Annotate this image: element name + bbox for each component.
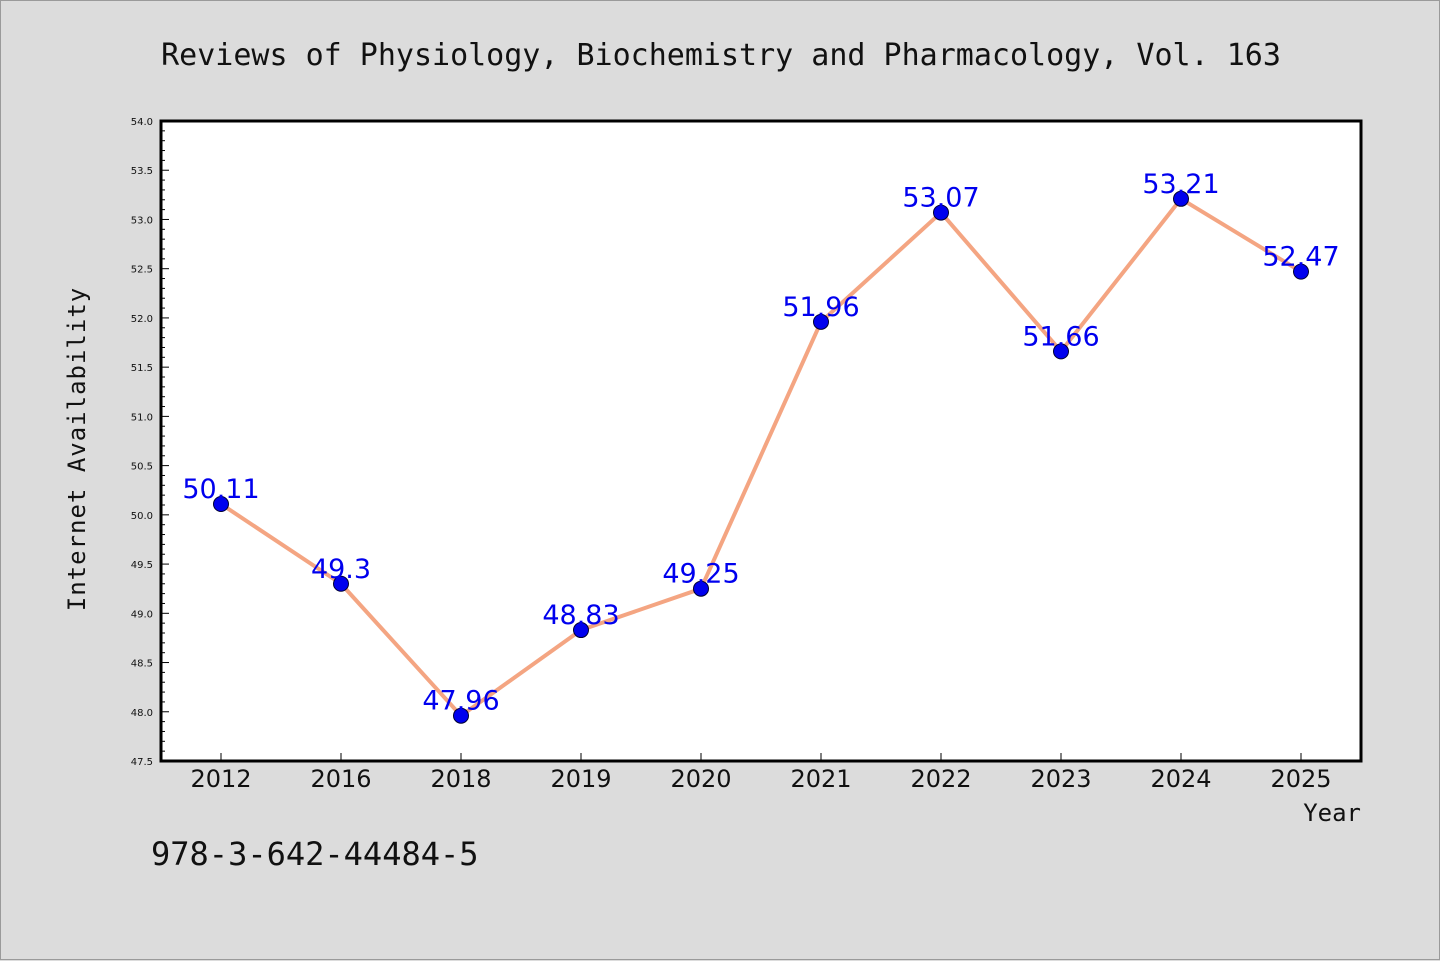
data-label: 52.47 <box>1262 242 1339 273</box>
x-tick-label: 2025 <box>1270 765 1331 793</box>
data-point <box>453 707 469 724</box>
series-layer: 50.11 49.3 47.96 48.83 49.25 51.96 53.07 51.66 5… <box>182 169 1340 724</box>
data-label: 50.11 <box>182 474 259 505</box>
data-point <box>933 204 949 221</box>
data-point <box>1053 343 1069 360</box>
x-tick-label: 2024 <box>1150 765 1211 793</box>
y-tick-label: 48.0 <box>131 708 153 719</box>
data-point <box>1293 263 1309 280</box>
x-axis-label: Year <box>1303 799 1361 827</box>
x-tick-label: 2023 <box>1030 765 1091 793</box>
x-tick-label: 2019 <box>550 765 611 793</box>
data-point <box>1173 190 1189 207</box>
data-label: 51.66 <box>1022 321 1099 352</box>
y-tick-label: 48.5 <box>131 659 153 670</box>
data-point <box>693 580 709 597</box>
x-tick-label: 2012 <box>190 765 251 793</box>
plot-frame <box>159 119 1363 763</box>
data-label: 49.25 <box>662 559 739 590</box>
y-tick-label: 53.0 <box>131 215 153 226</box>
data-label: 49.3 <box>311 554 371 585</box>
data-point <box>333 575 349 592</box>
isbn-footnote: 978-3-642-44484-5 <box>151 835 479 873</box>
data-label: 51.96 <box>782 292 859 323</box>
data-point <box>813 313 829 330</box>
y-tick-label: 50.0 <box>131 511 153 522</box>
y-tick-label: 54.0 <box>131 117 153 128</box>
x-tick-label: 2021 <box>790 765 851 793</box>
y-tick-label: 50.5 <box>131 462 153 473</box>
y-axis-label: Internet Availability <box>63 287 91 611</box>
data-label: 48.83 <box>542 600 619 631</box>
data-label: 47.96 <box>422 686 499 717</box>
data-label: 53.21 <box>1142 169 1219 200</box>
y-tick-label: 53.5 <box>131 166 153 177</box>
data-point <box>573 622 589 639</box>
x-tick-label: 2022 <box>910 765 971 793</box>
y-tick-label: 52.0 <box>131 314 153 325</box>
x-tick-label: 2016 <box>310 765 371 793</box>
x-tick-label: 2020 <box>670 765 731 793</box>
y-tick-label: 51.5 <box>131 363 153 374</box>
data-point <box>213 496 229 513</box>
y-tick-label: 51.0 <box>131 412 153 423</box>
plot-area <box>161 121 1361 761</box>
x-tick-label: 2018 <box>430 765 491 793</box>
y-tick-label: 49.0 <box>131 609 153 620</box>
series-line <box>219 196 1303 718</box>
chart-title: Reviews of Physiology, Biochemistry and … <box>161 38 1281 73</box>
y-tick-label: 47.5 <box>131 757 153 768</box>
y-tick-label: 52.5 <box>131 265 153 276</box>
x-axis: 2012 2016 2018 2019 2020 2021 2022 2023 2024 2025 <box>190 753 1332 793</box>
data-label: 53.07 <box>902 183 979 214</box>
y-tick-label: 49.5 <box>131 560 153 571</box>
